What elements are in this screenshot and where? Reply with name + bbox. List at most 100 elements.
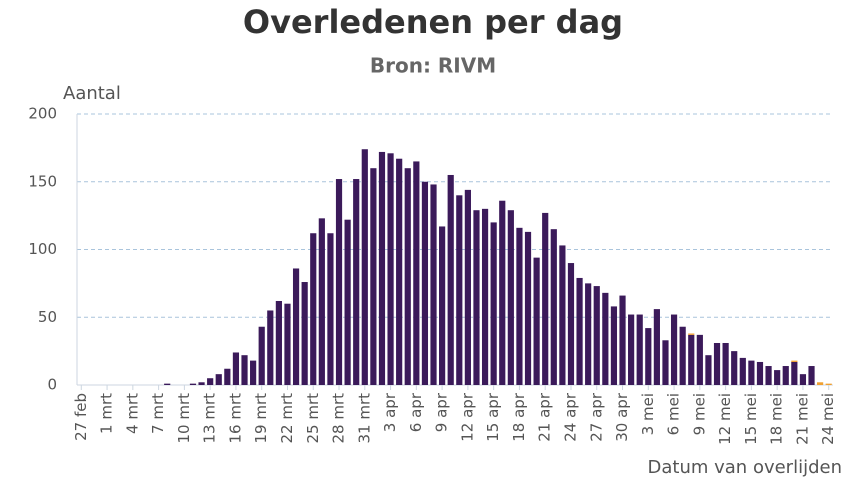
bar-segment	[670, 314, 678, 385]
bar-segment	[585, 283, 592, 385]
bar-segment	[404, 168, 411, 385]
bar-segment	[567, 263, 575, 385]
bar-segment	[550, 229, 557, 385]
bar-segment	[413, 161, 420, 385]
bar-segment	[464, 189, 471, 385]
bar-segment	[610, 306, 618, 385]
x-tick-label: 15 apr	[484, 392, 502, 442]
bar-segment	[688, 334, 695, 385]
bar-segment	[421, 181, 429, 385]
bar-segment	[533, 257, 540, 385]
x-tick-label: 28 mrt	[330, 393, 348, 444]
bar-segment	[679, 326, 686, 385]
x-tick-label: 9 mei	[690, 393, 708, 435]
bar-segment	[387, 153, 394, 385]
bar-segment	[662, 340, 669, 385]
bar-segment	[164, 383, 171, 385]
x-tick-label: 12 mei	[716, 393, 734, 445]
bar-segment	[559, 245, 566, 385]
bar-segment	[490, 222, 497, 385]
bar-segment	[189, 383, 197, 385]
bar-segment	[499, 200, 506, 385]
x-tick-label: 22 mrt	[278, 393, 296, 444]
bar-segment	[645, 328, 652, 385]
bar-segment	[344, 219, 351, 385]
bar-segment	[765, 366, 772, 385]
x-tick-label: 16 mrt	[226, 393, 244, 444]
bar-segment	[705, 355, 712, 385]
x-tick-label: 24 mei	[819, 393, 837, 445]
x-tick-label: 7 mrt	[149, 393, 167, 434]
bar-segment	[731, 351, 738, 385]
y-tick-label: 150	[28, 172, 57, 190]
bar-segment	[688, 333, 695, 335]
bar-segment	[275, 300, 282, 385]
x-tick-label: 6 mei	[665, 393, 683, 435]
bar-segment	[439, 226, 446, 385]
x-tick-label: 6 apr	[407, 392, 425, 432]
bar-segment	[774, 370, 781, 385]
x-tick-label: 31 mrt	[355, 393, 373, 444]
x-tick-label: 18 apr	[510, 392, 528, 442]
bar-segment	[301, 282, 308, 385]
bar-segment	[636, 314, 643, 385]
bar-segment	[808, 366, 815, 385]
bar-segment	[224, 368, 231, 385]
x-tick-label: 25 mrt	[304, 393, 322, 444]
bar-segment	[516, 227, 523, 385]
y-axis-title: Aantal	[63, 83, 121, 104]
x-tick-label: 3 apr	[381, 392, 399, 432]
bar-segment	[473, 210, 480, 385]
bar-segment	[396, 158, 403, 385]
bar-segment	[653, 309, 660, 385]
x-tick-label: 13 mrt	[201, 393, 219, 444]
bar-segment	[739, 357, 746, 385]
bar-segment	[696, 334, 703, 385]
bar-segment	[232, 352, 240, 385]
x-tick-label: 1 mrt	[98, 393, 116, 434]
bar-segment	[593, 286, 600, 385]
bar-segment	[576, 277, 583, 385]
bar-segment	[456, 195, 463, 385]
x-tick-label: 19 mrt	[252, 393, 270, 444]
bar-segment	[756, 361, 764, 385]
bar-segment	[258, 326, 265, 385]
y-tick-label: 200	[28, 105, 57, 123]
bar-segment	[318, 218, 325, 385]
bar-segment	[782, 366, 789, 385]
bar-segment	[215, 374, 222, 385]
x-tick-label: 21 apr	[536, 392, 554, 442]
bar-segment	[327, 233, 334, 385]
chart-title: Overledenen per dag	[243, 3, 623, 41]
bar-segment	[713, 342, 721, 385]
x-tick-label: 3 mei	[639, 393, 657, 435]
x-tick-label: 4 mrt	[123, 393, 141, 434]
bar-segment	[335, 179, 343, 385]
x-tick-label: 21 mei	[793, 393, 811, 445]
x-tick-label: 18 mei	[768, 393, 786, 445]
bar-segment	[207, 378, 214, 385]
bar-segment	[250, 360, 257, 385]
x-tick-label: 30 apr	[613, 392, 631, 442]
bar-segment	[602, 292, 609, 385]
bar-segment	[619, 295, 626, 385]
bar-segment	[353, 179, 360, 385]
bar-segment	[378, 151, 386, 385]
bar-segment	[791, 361, 798, 385]
bar-segment	[524, 231, 532, 385]
bar-segment	[310, 233, 317, 385]
bar-segment	[430, 184, 437, 385]
bar-segment	[542, 212, 549, 385]
bar-segment	[198, 382, 205, 385]
x-tick-label: 27 apr	[587, 392, 605, 442]
bar-segment	[791, 360, 798, 362]
y-tick-label: 50	[38, 308, 57, 326]
chart-subtitle: Bron: RIVM	[370, 54, 496, 78]
bar-segment	[370, 168, 377, 385]
x-tick-label: 12 apr	[458, 392, 476, 442]
bar-segment	[447, 174, 454, 385]
bar-segment	[799, 374, 807, 385]
bar-segment	[284, 303, 291, 385]
x-tick-label: 15 mei	[742, 393, 760, 445]
bar-segment	[241, 355, 248, 385]
